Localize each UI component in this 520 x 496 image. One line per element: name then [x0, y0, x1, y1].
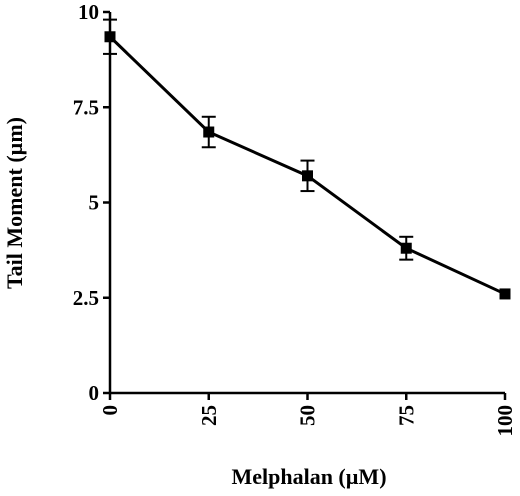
x-tick-label: 75	[394, 405, 418, 426]
data-point-marker	[104, 31, 116, 43]
data-point-marker	[203, 126, 215, 138]
x-tick-label: 50	[296, 405, 320, 426]
data-point-marker	[302, 170, 313, 182]
x-tick-label: 100	[493, 405, 517, 437]
plot-area	[103, 18, 511, 300]
x-axis-title: Melphalan (µM)	[231, 464, 386, 489]
y-tick-label: 5	[89, 191, 100, 215]
axes	[108, 12, 505, 395]
y-tick-label: 0	[89, 381, 100, 405]
x-tick-label: 0	[98, 405, 122, 416]
y-tick-label: 7.5	[73, 95, 99, 119]
x-tick-label: 25	[197, 405, 221, 426]
y-axis-title: Tail Moment (µm)	[2, 117, 27, 289]
y-tick-label: 10	[78, 0, 99, 24]
y-tick-label: 2.5	[73, 286, 99, 310]
data-point-marker	[499, 288, 511, 300]
data-point-marker	[400, 242, 412, 254]
x-axis-ticks: 0 25 50 75 100	[98, 393, 517, 437]
y-axis-ticks: 0 2.5 5 7.5 10	[73, 0, 110, 405]
